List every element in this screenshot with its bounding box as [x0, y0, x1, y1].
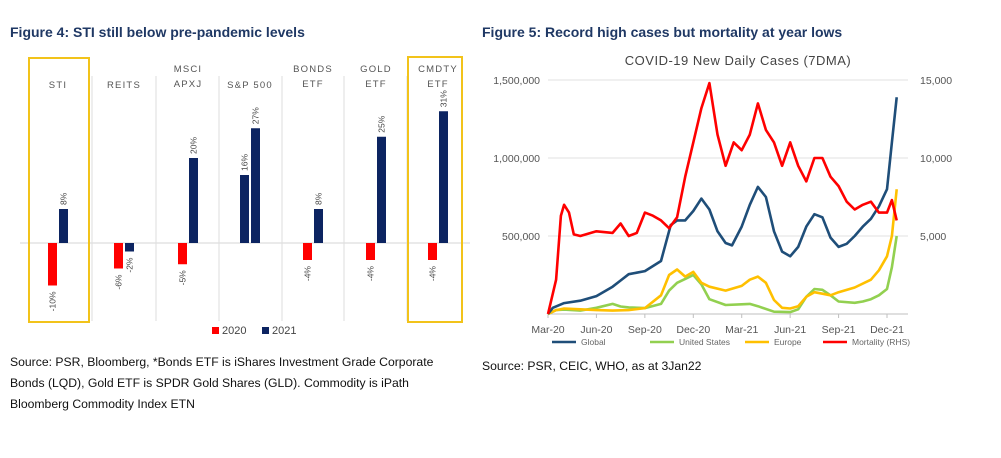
legend-label: Global	[581, 337, 606, 347]
figure-5-title: Figure 5: Record high cases but mortalit…	[482, 24, 843, 40]
x-tick-label: Sep-21	[822, 324, 856, 336]
y-right-tick-label: 5,000	[920, 231, 946, 243]
series-line-global	[546, 97, 898, 315]
bar-2021-2	[189, 158, 198, 243]
data-label: -5%	[178, 270, 188, 286]
x-tick-label: Jun-21	[774, 324, 806, 336]
data-label: 27%	[251, 107, 261, 124]
bar-2020-6	[428, 243, 437, 260]
data-label: -10%	[48, 291, 58, 311]
category-label: GOLD	[360, 64, 392, 75]
data-label: -4%	[366, 266, 376, 282]
returns-bar-chart: STI REITS MSCI APXJ S&P 500 BONDS ETF GOLD ETF CM…	[20, 56, 470, 337]
bar-2021-4	[314, 209, 323, 243]
category-label: ETF	[427, 79, 449, 90]
category-label: ETF	[302, 79, 324, 90]
x-tick-label: Mar-21	[725, 324, 758, 336]
bar-2021-5	[377, 136, 386, 243]
bar-extra-3	[251, 128, 260, 243]
bar-2020-0	[48, 243, 57, 286]
series-line-mortality-rhs-	[546, 81, 898, 315]
legend-label: Europe	[774, 337, 802, 347]
category-label: BONDS	[293, 64, 333, 75]
data-label: 25%	[377, 115, 387, 132]
x-tick-label: Jun-20	[580, 324, 612, 336]
x-tick-label: Sep-20	[628, 324, 662, 336]
data-label: 8%	[314, 192, 324, 205]
y-right-tick-label: 15,000	[920, 75, 952, 87]
figure-4-source: Source: PSR, Bloomberg, *Bonds ETF is iS…	[10, 355, 434, 411]
data-label: 8%	[59, 192, 69, 205]
data-label: 31%	[439, 90, 449, 107]
y-left-tick-label: 1,000,000	[493, 153, 540, 165]
category-label: S&P 500	[227, 80, 273, 91]
x-tick-label: Dec-21	[870, 324, 904, 336]
series-line-united-states	[547, 235, 898, 316]
category-label: STI	[49, 80, 67, 91]
bar-2020-4	[303, 243, 312, 260]
bar-2021-0	[59, 209, 68, 243]
x-tick-label: Mar-20	[531, 324, 564, 336]
figure-4-title: Figure 4: STI still below pre-pandemic l…	[10, 24, 305, 40]
bar-2020-5	[366, 243, 375, 260]
data-label: -2%	[125, 257, 135, 273]
x-tick-label: Dec-20	[676, 324, 710, 336]
bar-2020-2	[178, 243, 187, 265]
category-label: REITS	[107, 80, 141, 91]
legend-label-2021: 2021	[272, 325, 296, 337]
category-label: CMDTY	[418, 64, 458, 75]
bar-2021-3	[240, 175, 249, 243]
legend-swatch-2020	[212, 327, 219, 334]
legend-label-2020: 2020	[222, 325, 246, 337]
data-label: -4%	[428, 266, 438, 282]
data-label: 20%	[189, 137, 199, 154]
bar-2020-1	[114, 243, 123, 269]
figure-5-source: Source: PSR, CEIC, WHO, as at 3Jan22	[482, 359, 702, 373]
category-label: MSCI	[174, 64, 203, 75]
data-label: -6%	[114, 274, 124, 290]
highlight-box-sti	[28, 57, 90, 323]
data-label: -4%	[303, 266, 313, 282]
bar-2021-6	[439, 111, 448, 243]
y-right-tick-label: 10,000	[920, 153, 952, 165]
series-line-europe	[547, 189, 898, 316]
category-label: APXJ	[174, 79, 203, 90]
bar-2021-1	[125, 243, 134, 252]
legend-label: United States	[679, 337, 730, 347]
legend-swatch-2021	[262, 327, 269, 334]
covid-cases-line-chart: COVID-19 New Daily Cases (7DMA) 500,000 1,…	[493, 53, 952, 347]
highlight-box-cmdty	[407, 56, 463, 323]
category-label: ETF	[365, 79, 387, 90]
legend-label: Mortality (RHS)	[852, 337, 910, 347]
chart-title: COVID-19 New Daily Cases (7DMA)	[625, 53, 851, 68]
data-label: 16%	[240, 154, 250, 171]
y-left-tick-label: 1,500,000	[493, 75, 540, 87]
y-left-tick-label: 500,000	[502, 231, 540, 243]
